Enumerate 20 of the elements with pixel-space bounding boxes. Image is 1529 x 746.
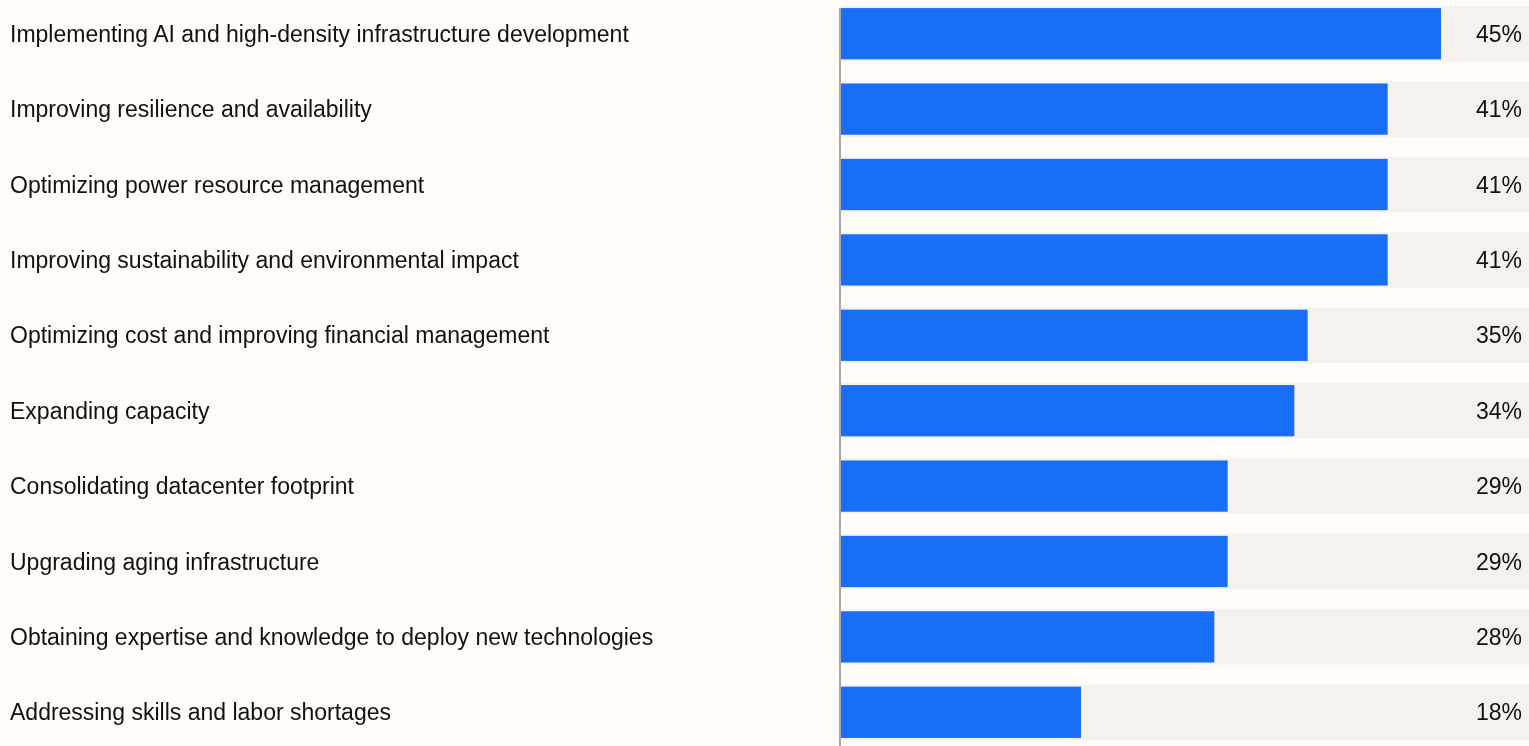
- data-label: 41%: [1475, 96, 1522, 123]
- y-tick-label: Optimizing cost and improving financial management: [10, 322, 551, 349]
- data-label: 45%: [1475, 20, 1522, 47]
- data-label: 35%: [1475, 322, 1522, 349]
- data-label: 18%: [1475, 699, 1522, 726]
- y-tick-label: Addressing skills and labor shortages: [10, 699, 391, 726]
- y-tick-label: Obtaining expertise and knowledge to deploy new technologies: [10, 623, 654, 650]
- y-tick-label: Improving sustainability and environmental impact: [10, 246, 520, 273]
- y-tick-label: Optimizing power resource management: [10, 171, 425, 198]
- data-label: 29%: [1475, 548, 1522, 575]
- data-label: 29%: [1475, 473, 1522, 500]
- data-label: 28%: [1475, 623, 1522, 650]
- y-tick-label: Consolidating datacenter footprint: [10, 473, 355, 500]
- y-tick-label: Expanding capacity: [10, 397, 210, 424]
- data-label: 41%: [1475, 246, 1522, 273]
- data-label: 34%: [1475, 397, 1522, 424]
- y-tick-label: Improving resilience and availability: [10, 96, 373, 123]
- y-tick-label: Upgrading aging infrastructure: [10, 548, 320, 575]
- y-tick-label: Implementing AI and high-density infrastructure development: [10, 20, 630, 47]
- data-label: 41%: [1475, 171, 1522, 198]
